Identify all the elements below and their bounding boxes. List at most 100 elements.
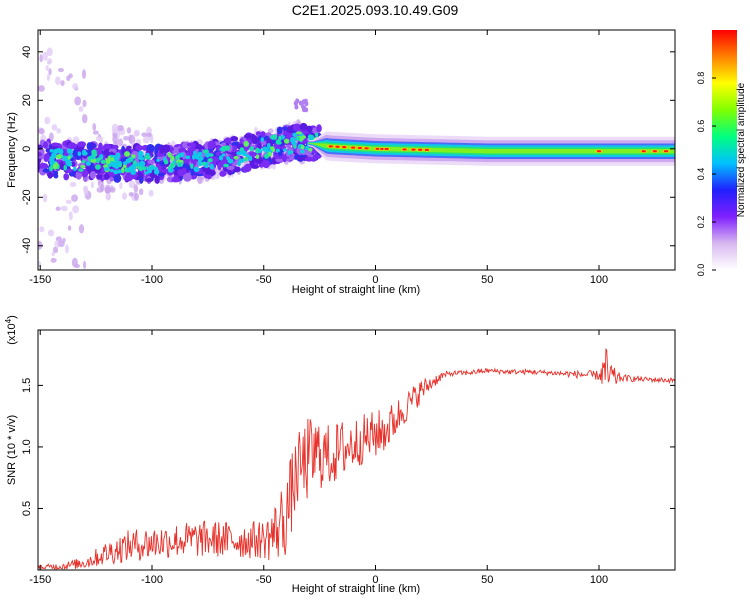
- spectrum-blob: [202, 149, 209, 154]
- spectrum-blob: [46, 73, 50, 81]
- spectrum-blob: [117, 138, 124, 147]
- x-tick-label: 50: [481, 574, 493, 586]
- spectrum-blob: [109, 176, 114, 182]
- spectrum-blob: [245, 154, 250, 158]
- spectrum-blob: [193, 166, 200, 172]
- spectrum-peak: [375, 147, 380, 150]
- spectrum-peak: [357, 146, 363, 150]
- spectrum-blob: [250, 164, 260, 169]
- spectrum-blob: [64, 244, 69, 254]
- spectrum-blob: [183, 172, 192, 182]
- spectrum-blob: [57, 68, 64, 73]
- spectrum-blob: [243, 133, 253, 139]
- spectrum-blob: [248, 156, 253, 162]
- spectrum-blob: [299, 122, 308, 131]
- spectrum-blob: [178, 147, 187, 154]
- spectrum-blob: [42, 51, 49, 61]
- spectrum-blob: [67, 142, 77, 150]
- y-tick-label: 40: [21, 46, 33, 58]
- spectrum-blob: [243, 163, 252, 173]
- spectrum-blob: [207, 140, 215, 150]
- spectrum-blob: [51, 251, 55, 257]
- spectrum-peak: [663, 150, 669, 153]
- spectrum-blob: [89, 171, 97, 179]
- spectrum-blob: [128, 134, 136, 145]
- spectrum-blob: [92, 123, 97, 131]
- spectrum-blob: [134, 131, 140, 137]
- spectrum-blob: [301, 107, 306, 113]
- spectrum-blob: [227, 158, 234, 164]
- spectrum-blob: [60, 205, 68, 212]
- spectrum-blob: [86, 142, 93, 151]
- spectrum-blob: [53, 148, 59, 155]
- page-title: C2E1.2025.093.10.49.G09: [291, 2, 459, 18]
- spectrum-blob: [147, 169, 153, 174]
- spectrum-blob: [286, 126, 293, 134]
- x-tick-label: -150: [29, 274, 51, 286]
- spectrum-blob: [137, 150, 144, 157]
- spectrum-blob: [298, 135, 304, 142]
- spectrum-blob: [138, 165, 144, 172]
- spectrum-blob: [260, 137, 265, 142]
- y-tick-label: 0.5: [21, 501, 33, 516]
- spectrum-blob: [62, 155, 68, 162]
- x-tick-label: -100: [141, 274, 163, 286]
- spectrum-blob: [207, 158, 213, 163]
- spectrum-blob: [293, 155, 299, 160]
- spectrum-blob: [75, 170, 83, 180]
- spectrum-blob: [296, 131, 302, 135]
- spectrum-blob: [38, 85, 45, 92]
- spectrum-blob: [123, 136, 130, 141]
- spectrum-blob: [81, 151, 88, 156]
- spectrum-blob: [51, 142, 60, 147]
- spectrogram-xlabel: Height of straight line (km): [292, 284, 420, 296]
- spectrum-blob: [153, 168, 160, 175]
- spectrum-peak: [342, 145, 347, 149]
- spectrum-blob: [128, 192, 134, 197]
- spectrum-blob: [193, 150, 197, 156]
- spectrum-blob: [44, 116, 51, 125]
- x-tick-label: -50: [256, 574, 272, 586]
- x-tick-label: -150: [29, 574, 51, 586]
- spectrum-blob: [113, 156, 118, 162]
- spectrum-blob: [149, 165, 154, 171]
- spectrum-blob: [98, 142, 103, 152]
- spectrum-blob: [117, 124, 124, 131]
- spectrum-blob: [233, 155, 239, 160]
- spectrum-blob: [111, 161, 118, 168]
- spectrum-blob: [56, 128, 61, 134]
- spectrum-blob: [238, 159, 243, 163]
- spectrum-blob: [107, 155, 111, 161]
- spectrum-blob: [46, 47, 53, 57]
- spectrum-blob: [109, 168, 114, 173]
- spectrum-blob: [100, 159, 106, 164]
- colorbar-tick-label: 0.0: [696, 264, 706, 277]
- spectrum-blob: [145, 132, 152, 138]
- spectrum-blob: [112, 144, 119, 150]
- spectrum-blob: [215, 151, 221, 157]
- spectrum-blob: [128, 180, 136, 189]
- spectrum-blob: [223, 163, 229, 168]
- y-tick-label: 20: [21, 94, 33, 106]
- spectrum-peak: [364, 147, 369, 150]
- spectrum-blob: [66, 148, 71, 154]
- spectrum-peak: [641, 150, 646, 153]
- spectrum-blob: [63, 173, 70, 181]
- spectrum-blob: [135, 145, 144, 151]
- spectrum-blob: [58, 240, 65, 248]
- x-tick-label: -50: [256, 274, 272, 286]
- spectrum-blob: [67, 225, 72, 231]
- spectrum-blob: [124, 151, 131, 157]
- colorbar-tick-label: 0.4: [696, 168, 706, 181]
- spectrum-blob: [272, 134, 278, 140]
- spectrum-blob: [50, 257, 57, 263]
- spectrum-blob: [232, 166, 241, 173]
- x-tick-label: 0: [372, 274, 378, 286]
- spectrum-blob: [221, 153, 226, 157]
- spectrum-blob: [190, 163, 194, 169]
- spectrum-blob: [122, 161, 128, 165]
- y-tick-label: 1.0: [21, 439, 33, 454]
- spectrum-blob: [51, 152, 57, 159]
- spectrum-blob: [137, 162, 142, 166]
- spectrum-blob: [304, 101, 309, 107]
